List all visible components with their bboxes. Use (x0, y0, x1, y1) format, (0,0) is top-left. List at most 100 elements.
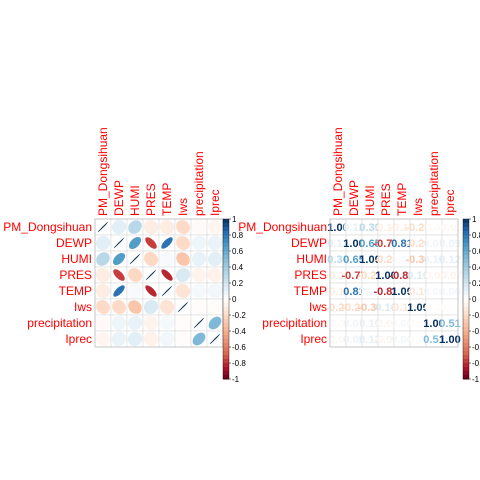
legend-swatch (223, 279, 229, 284)
legend-swatch (223, 331, 229, 336)
col-label-pres: PRES (144, 183, 158, 216)
row-label-iws: Iws (74, 300, 92, 314)
legend-tick-label: -0.8 (472, 359, 480, 368)
legend-tick-label: 0.4 (472, 263, 480, 272)
number-mark: -0.10 (325, 286, 350, 298)
legend-swatch (223, 327, 229, 332)
legend-swatch (223, 295, 229, 300)
number-mark: -0.02 (405, 318, 430, 330)
legend-swatch (463, 339, 469, 344)
number-mark: 0.12 (439, 254, 460, 266)
row-label-temp: TEMP (294, 284, 327, 298)
ellipse-mark (175, 267, 191, 283)
ellipse-mark (207, 299, 223, 315)
number-mark: -0.10 (325, 270, 350, 282)
legend-swatch (463, 355, 469, 360)
number-mark: 1.00 (327, 222, 348, 234)
legend-swatch (463, 295, 469, 300)
legend-tick-label: -0.6 (232, 343, 246, 352)
legend-swatch (223, 267, 229, 272)
legend-tick-label: -1 (472, 375, 480, 384)
legend-swatch (223, 359, 229, 364)
number-mark: 1.00 (343, 238, 364, 250)
number-mark: -0.10 (373, 222, 398, 234)
col-label-iws: Iws (176, 198, 190, 216)
legend-swatch (223, 255, 229, 260)
row-label-temp: TEMP (59, 284, 92, 298)
number-mark: -0.05 (437, 222, 462, 234)
number-mark: -0.02 (437, 302, 462, 314)
row-label-dewp: DEWP (56, 236, 92, 250)
ellipse-mark (145, 285, 157, 297)
ellipse-mark (143, 219, 159, 235)
legend-swatch (223, 291, 229, 296)
ellipse-mark (161, 269, 173, 281)
legend-swatch (223, 351, 229, 356)
number-mark: -0.06 (421, 270, 446, 282)
legend-tick-label: 0.6 (472, 247, 480, 256)
ellipse-mark (111, 331, 127, 347)
legend-swatch (463, 219, 469, 224)
ellipse-mark (97, 221, 109, 233)
number-mark: 0.07 (423, 238, 444, 250)
ellipse-mark (96, 300, 110, 314)
legend-swatch (223, 263, 229, 268)
ellipse-mark (175, 283, 191, 299)
legend-swatch (463, 335, 469, 340)
col-label-pm-dongsihuan: PM_Dongsihuan (96, 127, 110, 216)
number-mark: 0.30 (359, 222, 380, 234)
number-mark: 0.04 (391, 254, 413, 266)
legend-tick-label: 0.8 (232, 231, 244, 240)
ellipse-mark (207, 235, 223, 251)
legend-swatch (223, 271, 229, 276)
col-label-dewp: DEWP (347, 180, 361, 216)
col-label-iws: Iws (411, 198, 425, 216)
ellipse-mark (175, 331, 191, 347)
ellipse-mark (192, 332, 206, 346)
number-mark: 1.00 (391, 286, 412, 298)
number-mark: -0.06 (373, 318, 398, 330)
number-mark: 0.06 (439, 286, 460, 298)
legend-swatch (223, 311, 229, 316)
legend-swatch (223, 247, 229, 252)
ellipse-mark (161, 285, 173, 297)
col-label-iprec: Iprec (208, 189, 222, 216)
col-label-humi: HUMI (128, 185, 142, 216)
ellipse-mark (143, 331, 159, 347)
number-mark: -0.20 (405, 222, 430, 234)
row-label-pres: PRES (294, 268, 327, 282)
number-mark: -0.30 (357, 302, 382, 314)
number-mark: -0.07 (437, 270, 462, 282)
ellipse-mark (128, 236, 142, 250)
legend-swatch (463, 291, 469, 296)
col-label-pres: PRES (379, 183, 393, 216)
legend-swatch (463, 243, 469, 248)
legend-swatch (223, 231, 229, 236)
number-mark: -0.15 (405, 286, 430, 298)
legend-swatch (463, 307, 469, 312)
ellipse-mark (113, 269, 125, 281)
legend-swatch (463, 367, 469, 372)
ellipse-mark (128, 220, 142, 234)
number-mark: 0.12 (343, 222, 364, 234)
row-label-dewp: DEWP (291, 236, 327, 250)
row-label-iprec: Iprec (300, 332, 327, 346)
legend-swatch (463, 223, 469, 228)
number-mark: 0.65 (359, 238, 380, 250)
legend-swatch (463, 359, 469, 364)
ellipse-mark (208, 316, 222, 330)
number-mark: 1.00 (423, 318, 444, 330)
legend-tick-label: -1 (232, 375, 240, 384)
legend-swatch (223, 275, 229, 280)
legend-swatch (463, 371, 469, 376)
ellipse-mark (127, 331, 143, 347)
legend-swatch (463, 347, 469, 352)
legend-swatch (463, 267, 469, 272)
legend-swatch (463, 363, 469, 368)
ellipse-mark (176, 252, 190, 266)
legend-swatch (463, 259, 469, 264)
legend-swatch (463, 311, 469, 316)
ellipse-mark (159, 331, 175, 347)
legend-swatch (463, 315, 469, 320)
legend-swatch (463, 239, 469, 244)
